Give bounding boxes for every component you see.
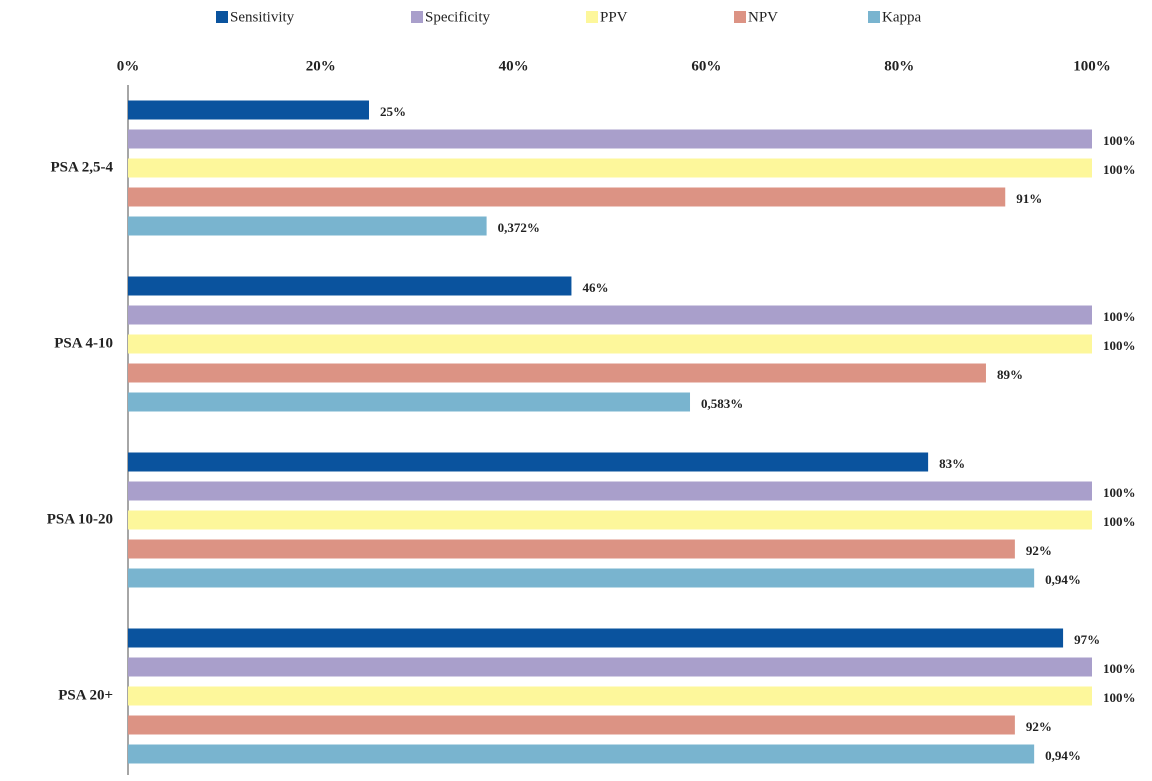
value-label: 100% (1103, 690, 1136, 705)
value-label: 100% (1103, 338, 1136, 353)
bar (128, 392, 691, 412)
bar (128, 657, 1092, 677)
legend-label: Specificity (425, 9, 490, 25)
legend-label: Sensitivity (230, 9, 295, 25)
value-label: 100% (1103, 661, 1136, 676)
value-label: 92% (1026, 719, 1052, 734)
value-label: 100% (1103, 514, 1136, 529)
y-tick-label: PSA 2,5-4 (50, 159, 113, 175)
value-label: 0,94% (1045, 748, 1081, 763)
bar (128, 334, 1092, 354)
legend-swatch (411, 11, 423, 23)
bar (128, 715, 1015, 735)
bar (128, 686, 1092, 706)
legend-swatch (868, 11, 880, 23)
bar (128, 305, 1092, 325)
legend-label: PPV (600, 9, 628, 25)
x-tick-label: 0% (117, 58, 140, 74)
value-label: 25% (380, 104, 406, 119)
bar (128, 539, 1015, 559)
x-tick-label: 20% (306, 58, 336, 74)
bar (128, 187, 1006, 207)
value-label: 97% (1074, 632, 1100, 647)
bar (128, 568, 1035, 588)
x-tick-label: 100% (1073, 58, 1111, 74)
bar (128, 363, 986, 383)
bar (128, 129, 1092, 149)
bar (128, 510, 1092, 530)
value-label: 100% (1103, 309, 1136, 324)
value-label: 100% (1103, 485, 1136, 500)
x-tick-label: 80% (884, 58, 914, 74)
value-label: 100% (1103, 133, 1136, 148)
value-label: 0,583% (701, 396, 743, 411)
legend-swatch (216, 11, 228, 23)
bar (128, 158, 1092, 178)
value-label: 91% (1016, 191, 1042, 206)
legend-label: Kappa (882, 9, 921, 25)
bar (128, 100, 369, 120)
legend-label: NPV (748, 9, 778, 25)
value-label: 92% (1026, 543, 1052, 558)
value-label: 89% (997, 367, 1023, 382)
bar (128, 276, 572, 296)
y-tick-label: PSA 20+ (58, 687, 113, 703)
value-label: 100% (1103, 162, 1136, 177)
y-tick-label: PSA 10-20 (47, 511, 113, 527)
legend-swatch (734, 11, 746, 23)
bar (128, 481, 1092, 501)
x-tick-label: 40% (499, 58, 529, 74)
bar (128, 216, 487, 236)
value-label: 83% (939, 456, 965, 471)
bar (128, 452, 929, 472)
x-tick-label: 60% (691, 58, 721, 74)
bar (128, 628, 1064, 648)
value-label: 46% (582, 280, 608, 295)
bar (128, 744, 1035, 764)
y-tick-label: PSA 4-10 (54, 335, 113, 351)
value-label: 0,372% (498, 220, 540, 235)
value-label: 0,94% (1045, 572, 1081, 587)
legend-swatch (586, 11, 598, 23)
